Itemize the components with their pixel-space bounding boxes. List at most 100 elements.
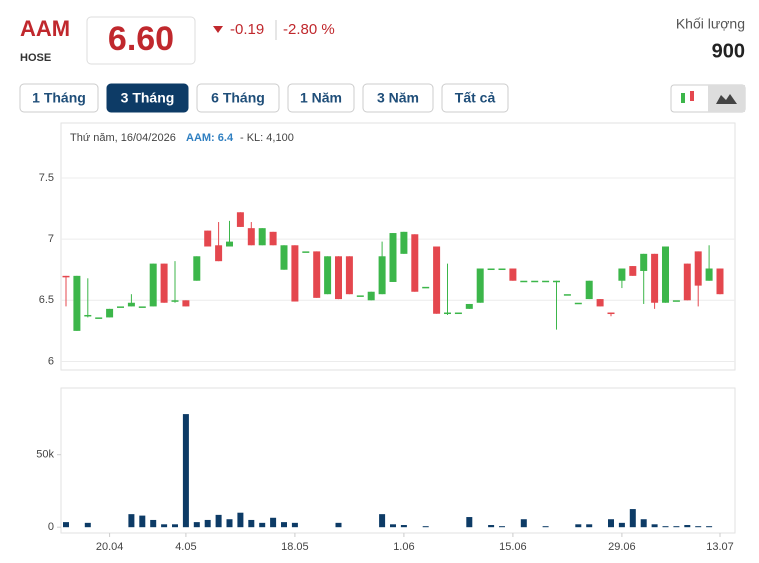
volume-bar — [608, 519, 614, 528]
volume-bar — [226, 519, 233, 528]
candle-body — [345, 256, 353, 295]
candle-body — [520, 280, 528, 283]
tab-label: 1 Tháng — [32, 90, 86, 106]
candle-body — [585, 280, 593, 300]
volume-bar — [259, 522, 266, 528]
tab[interactable]: Tất cả — [441, 83, 509, 113]
candle-body — [672, 300, 680, 302]
volume-bar — [706, 526, 713, 528]
candle-body — [247, 228, 255, 246]
candle-body — [476, 268, 484, 303]
candle-body — [651, 253, 659, 303]
tab-label: Tất cả — [455, 90, 496, 106]
volume-panel — [60, 387, 736, 534]
candle-body — [84, 314, 92, 317]
volume-bar — [390, 524, 396, 528]
tab-box — [362, 83, 434, 113]
volume-bar — [204, 519, 211, 528]
x-tick-label: 15.06 — [499, 541, 527, 553]
candle-body — [531, 280, 539, 283]
candle-body — [662, 246, 669, 303]
candle-body — [138, 306, 146, 308]
volume-bar — [422, 526, 429, 528]
tab[interactable]: 1 Tháng — [19, 83, 99, 113]
volume: 900 — [712, 40, 745, 62]
chart-type-switch[interactable] — [670, 84, 746, 113]
candle-icon — [690, 91, 694, 101]
candle-body — [127, 302, 135, 307]
candle-body — [324, 256, 332, 295]
candle-body — [117, 306, 124, 308]
tab-box — [106, 83, 189, 113]
candle-body — [705, 268, 713, 281]
volume-bar — [63, 522, 69, 528]
candle-body — [335, 256, 342, 300]
x-tick-label: 1.06 — [393, 541, 414, 553]
candle-body — [629, 266, 637, 276]
volume-bar — [618, 522, 625, 528]
candle-body — [422, 286, 430, 289]
candle-body — [683, 263, 691, 301]
volume-bar — [215, 514, 222, 528]
tab-label: 3 Tháng — [121, 90, 175, 106]
tooltip-price: AAM: 6.4 — [186, 132, 234, 144]
tab[interactable]: 6 Tháng — [196, 83, 280, 113]
price: 6.60 — [108, 20, 174, 58]
switch-active — [708, 85, 745, 112]
y-tick-label: 7.5 — [39, 172, 54, 184]
volume-bar — [400, 525, 407, 528]
volume-bar — [84, 522, 91, 528]
candle-body — [171, 300, 179, 302]
tab[interactable]: 1 Năm — [287, 83, 355, 113]
candle-body — [607, 312, 615, 315]
candle-icon — [681, 93, 685, 103]
candle-body — [444, 312, 451, 315]
candle-body — [454, 312, 462, 315]
tooltip-date: Thứ năm, 16/04/2026 — [70, 132, 176, 144]
candle-body — [149, 263, 157, 307]
candle-body — [73, 275, 81, 331]
candle-body — [640, 253, 648, 271]
candle-body — [618, 268, 626, 281]
tab-box — [441, 83, 509, 113]
volume-bar — [640, 519, 647, 528]
y-tick-label: 0 — [48, 521, 54, 533]
volume-bar — [684, 525, 691, 528]
candle-body — [542, 280, 550, 283]
tab[interactable]: 3 Tháng — [106, 83, 189, 113]
volume-bar — [379, 514, 386, 528]
tooltip-volume: - KL: 4,100 — [240, 132, 294, 144]
volume-bar — [291, 522, 298, 528]
candle-body — [236, 212, 244, 227]
tab[interactable]: 3 Năm — [362, 83, 434, 113]
volume-bar — [662, 526, 669, 528]
y-tick-label: 6.5 — [39, 294, 54, 306]
candle-body — [509, 268, 517, 281]
change: -0.19 — [230, 21, 264, 38]
volume-bar — [673, 526, 680, 528]
volume-bar — [182, 414, 189, 528]
candle-body — [280, 245, 288, 270]
symbol: AAM — [20, 16, 70, 41]
x-tick-label: 20.04 — [96, 541, 124, 553]
candle-body — [716, 268, 724, 295]
tab-label: 6 Tháng — [211, 90, 265, 106]
volume-bar — [193, 522, 200, 528]
candle-body — [378, 256, 386, 295]
x-tick-label: 18.05 — [281, 541, 309, 553]
candle-body — [95, 317, 103, 319]
volume-bar — [575, 524, 582, 528]
tab-label: 1 Năm — [300, 90, 342, 106]
price-panel — [60, 122, 736, 371]
candle-body — [400, 231, 408, 254]
candle-body — [596, 299, 604, 307]
volume-bar — [499, 526, 505, 528]
volume-bar — [139, 515, 146, 528]
y-tick-label: 50k — [36, 449, 54, 461]
tab-label: 3 Năm — [377, 90, 419, 106]
volume-bar — [586, 524, 593, 528]
candle-body — [563, 294, 571, 296]
volume-bar — [248, 519, 255, 528]
y-tick-label: 7 — [48, 233, 54, 245]
